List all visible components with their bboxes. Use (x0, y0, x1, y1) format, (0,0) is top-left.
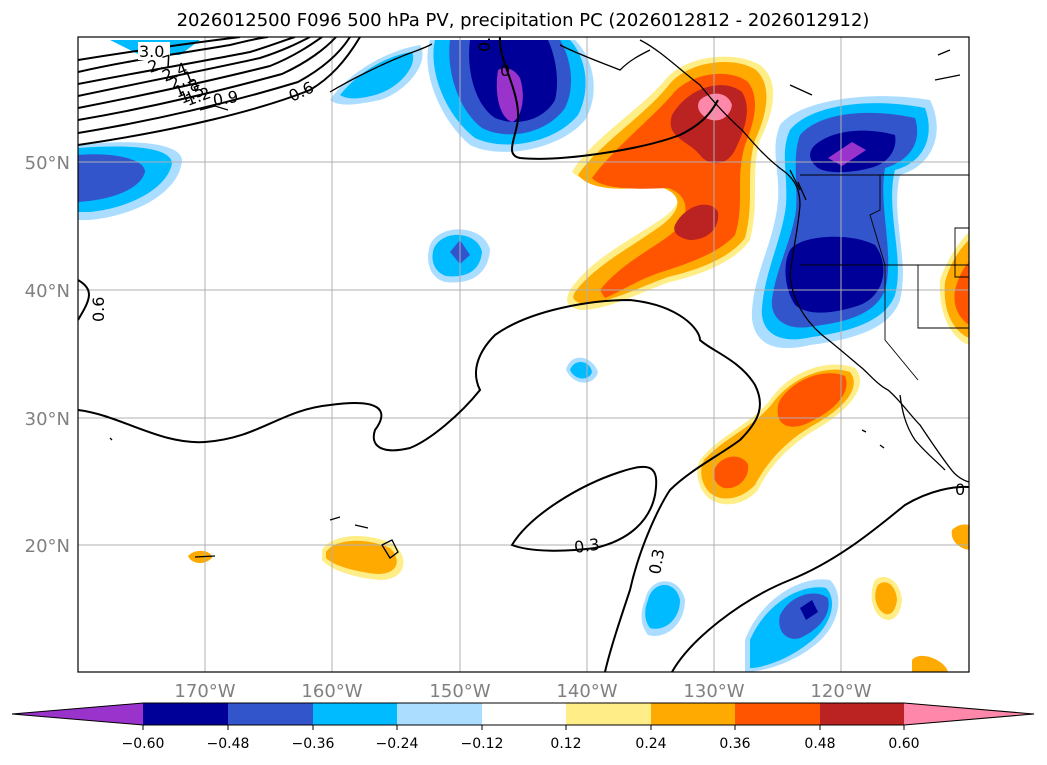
colorbar-tick-label: 0.24 (635, 736, 666, 752)
lon-label-170w: 170°W (174, 681, 235, 702)
lon-labels: 170°W 160°W 150°W 140°W 130°W 120°W (174, 681, 871, 702)
colorbar-bin-pos-012 (566, 703, 652, 725)
lon-label-160w: 160°W (301, 681, 362, 702)
colorbar-tick-label: −0.24 (376, 736, 419, 752)
lon-label-130w: 130°W (683, 681, 744, 702)
positive-anomaly-baja (697, 364, 861, 505)
lon-label-140w: 140°W (556, 681, 617, 702)
map-frame (77, 36, 970, 673)
colorbar-extend-high (904, 703, 1034, 725)
lon-label-150w: 150°W (429, 681, 490, 702)
pv-label-0-9: 0.9 (211, 87, 239, 110)
pv-label-0-east: 0 (955, 480, 965, 499)
colorbar-bin-pos-024 (651, 703, 737, 725)
borders (800, 174, 969, 381)
map-panel: 3.0 2.7 2.4 2.1 1.8 1.5 1.2 0.9 0.6 0.6 … (77, 27, 970, 673)
pv-label-0-6-gulf: 0.6 (475, 27, 494, 52)
gridlines (78, 37, 969, 672)
colorbar-tick-label: 0.36 (719, 736, 750, 752)
lat-label-50n: 50°N (25, 153, 70, 174)
colorbar-tick-label: −0.48 (207, 736, 250, 752)
pv-label-3-0: 3.0 (139, 42, 164, 61)
colorbar-bin-pos-036 (735, 703, 821, 725)
coastlines (109, 39, 969, 559)
pv-contours (78, 37, 969, 672)
colorbar-tick-label: −0.36 (292, 736, 335, 752)
colorbar-tick-label: −0.12 (461, 736, 504, 752)
negative-anomaly-south (641, 579, 839, 672)
precip-shading (78, 40, 969, 672)
colorbar-tick-label: 0.48 (804, 736, 835, 752)
lat-label-40n: 40°N (25, 281, 70, 302)
pv-label-0-6-west: 0.6 (89, 297, 108, 322)
pv-contour-labels: 3.0 2.7 2.4 2.1 1.8 1.5 1.2 0.9 0.6 0.6 … (89, 27, 965, 576)
lat-label-20n: 20°N (25, 536, 70, 557)
lat-labels: 50°N 40°N 30°N 20°N (25, 153, 70, 557)
colorbar: −0.60 −0.48 −0.36 −0.24 −0.12 0.12 0.24 … (11, 702, 1035, 752)
colorbar-bin-neg-060 (143, 703, 229, 725)
colorbar-tick-label: 0.60 (888, 736, 919, 752)
negative-anomaly-gulf (427, 40, 594, 152)
colorbar-bin-neg-048 (228, 703, 314, 725)
pv-label-0-3-south: 0.3 (645, 547, 668, 575)
colorbar-bin-pos-048 (820, 703, 906, 725)
colorbar-tick-marks (142, 725, 905, 730)
pv-label-0-gulf: 0 (500, 61, 510, 80)
colorbar-bin-neg-036 (313, 703, 399, 725)
lon-label-120w: 120°W (810, 681, 871, 702)
positive-anomaly-east (871, 232, 969, 672)
colorbar-extend-low (12, 703, 143, 725)
colorbar-tick-label: 0.12 (550, 736, 581, 752)
colorbar-bin-neutral (482, 703, 568, 725)
colorbar-tick-label: −0.60 (122, 736, 165, 752)
lat-label-30n: 30°N (25, 409, 70, 430)
pv-label-0-3-center: 0.3 (573, 535, 601, 557)
figure-title: 2026012500 F096 500 hPa PV, precipitatio… (177, 10, 870, 31)
colorbar-bin-neg-024 (397, 703, 483, 725)
